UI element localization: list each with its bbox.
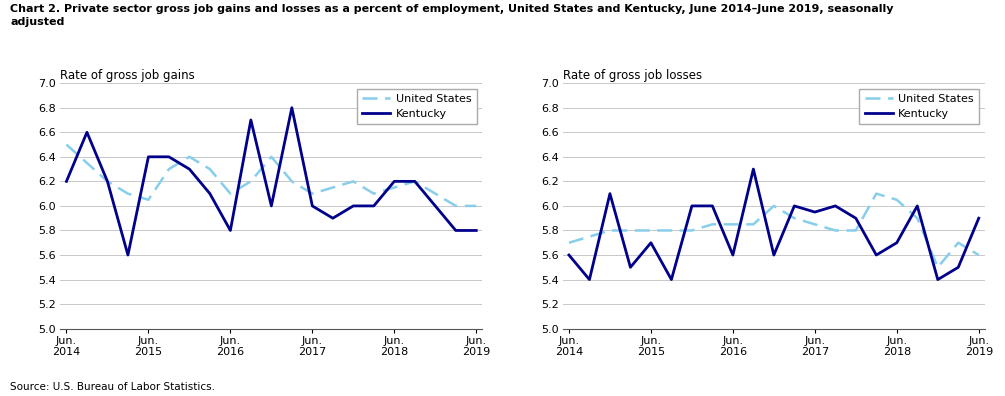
Kentucky bbox=[890, 240, 902, 245]
Kentucky bbox=[60, 179, 72, 184]
United States bbox=[890, 197, 902, 202]
Kentucky bbox=[388, 179, 400, 184]
United States bbox=[973, 253, 985, 257]
Kentucky bbox=[265, 204, 277, 208]
Kentucky bbox=[748, 167, 760, 171]
United States bbox=[348, 179, 360, 184]
United States bbox=[563, 240, 575, 245]
Kentucky bbox=[285, 105, 297, 110]
Kentucky bbox=[870, 253, 882, 257]
Kentucky bbox=[327, 216, 339, 221]
Line: United States: United States bbox=[569, 194, 979, 267]
Kentucky bbox=[368, 204, 380, 208]
United States bbox=[768, 204, 780, 208]
Kentucky bbox=[143, 154, 155, 159]
Kentucky bbox=[768, 253, 780, 257]
Kentucky bbox=[788, 204, 800, 208]
United States bbox=[60, 142, 72, 147]
Kentucky bbox=[685, 204, 697, 208]
Kentucky bbox=[348, 204, 360, 208]
Kentucky bbox=[470, 228, 482, 233]
United States bbox=[748, 222, 760, 227]
United States bbox=[850, 228, 862, 233]
Kentucky bbox=[307, 204, 319, 208]
Kentucky bbox=[665, 277, 677, 282]
Kentucky bbox=[707, 204, 719, 208]
Kentucky bbox=[584, 277, 596, 282]
United States bbox=[788, 216, 800, 221]
Line: Kentucky: Kentucky bbox=[569, 169, 979, 280]
United States bbox=[604, 228, 616, 233]
United States bbox=[143, 197, 155, 202]
United States bbox=[707, 222, 719, 227]
Kentucky bbox=[563, 253, 575, 257]
Legend: United States, Kentucky: United States, Kentucky bbox=[859, 89, 979, 124]
Kentucky bbox=[829, 204, 841, 208]
United States bbox=[285, 179, 297, 184]
United States bbox=[470, 204, 482, 208]
Text: Source: U.S. Bureau of Labor Statistics.: Source: U.S. Bureau of Labor Statistics. bbox=[10, 382, 215, 392]
Text: Rate of gross job losses: Rate of gross job losses bbox=[563, 69, 701, 82]
United States bbox=[584, 234, 596, 239]
United States bbox=[245, 179, 257, 184]
Kentucky bbox=[850, 216, 862, 221]
Kentucky bbox=[102, 179, 114, 184]
Kentucky bbox=[245, 118, 257, 122]
Kentucky bbox=[973, 216, 985, 221]
United States bbox=[449, 204, 461, 208]
United States bbox=[409, 179, 421, 184]
United States bbox=[624, 228, 636, 233]
Kentucky bbox=[932, 277, 944, 282]
Legend: United States, Kentucky: United States, Kentucky bbox=[357, 89, 476, 124]
United States bbox=[163, 167, 175, 171]
United States bbox=[952, 240, 964, 245]
United States bbox=[870, 191, 882, 196]
Kentucky bbox=[645, 240, 657, 245]
Kentucky bbox=[183, 167, 195, 171]
United States bbox=[829, 228, 841, 233]
United States bbox=[809, 222, 821, 227]
Text: Chart 2. Private sector gross job gains and losses as a percent of employment, U: Chart 2. Private sector gross job gains … bbox=[10, 4, 893, 27]
Kentucky bbox=[163, 154, 175, 159]
Line: United States: United States bbox=[66, 145, 476, 206]
United States bbox=[224, 191, 236, 196]
United States bbox=[912, 216, 924, 221]
United States bbox=[102, 179, 114, 184]
Kentucky bbox=[624, 265, 636, 270]
Kentucky bbox=[912, 204, 924, 208]
Kentucky bbox=[224, 228, 236, 233]
United States bbox=[81, 160, 93, 165]
United States bbox=[645, 228, 657, 233]
Kentucky bbox=[727, 253, 739, 257]
Kentucky bbox=[429, 204, 441, 208]
Kentucky bbox=[81, 130, 93, 135]
Kentucky bbox=[409, 179, 421, 184]
United States bbox=[368, 191, 380, 196]
Kentucky bbox=[952, 265, 964, 270]
Line: Kentucky: Kentucky bbox=[66, 108, 476, 255]
Kentucky bbox=[122, 253, 134, 257]
Kentucky bbox=[809, 209, 821, 214]
United States bbox=[204, 167, 216, 171]
United States bbox=[685, 228, 697, 233]
Kentucky bbox=[604, 191, 616, 196]
Kentucky bbox=[449, 228, 461, 233]
Kentucky bbox=[204, 191, 216, 196]
United States bbox=[429, 191, 441, 196]
United States bbox=[183, 154, 195, 159]
Text: Rate of gross job gains: Rate of gross job gains bbox=[60, 69, 195, 82]
United States bbox=[327, 185, 339, 190]
United States bbox=[727, 222, 739, 227]
United States bbox=[932, 265, 944, 270]
United States bbox=[307, 191, 319, 196]
United States bbox=[265, 154, 277, 159]
United States bbox=[122, 191, 134, 196]
United States bbox=[665, 228, 677, 233]
United States bbox=[388, 185, 400, 190]
